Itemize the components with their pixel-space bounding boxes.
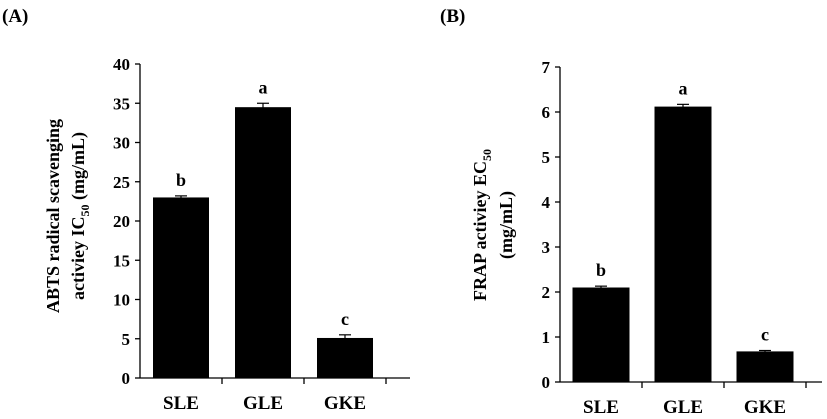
panel-b-label: (B)	[440, 6, 465, 27]
panel-a-y-tick-label: 10	[113, 291, 130, 310]
panel-a-y-tick-label: 25	[113, 173, 130, 192]
panel-a-significance-letter: c	[341, 309, 349, 329]
panel-b-y-axis-title: FRAP activiey EC50 (mg/mL)	[470, 149, 517, 301]
panel-b-y-tick-label: 6	[542, 103, 551, 122]
panel-b-bar-gke	[736, 351, 794, 382]
panel-b-y-tick-label: 0	[542, 373, 551, 392]
panel-a-y-tick-label: 15	[113, 251, 130, 270]
panel-a-ylabel-main: activiey IC	[68, 217, 88, 300]
panel-b-significance-letter: a	[679, 78, 688, 98]
panel-b-category-label: GLE	[663, 397, 703, 418]
panel-a-ylabel-unit: (mg/mL)	[68, 132, 89, 204]
panel-b-y-tick-label: 2	[542, 283, 551, 302]
panel-b-y-tick-label: 4	[542, 193, 551, 212]
panel-b-y-tick-label: 7	[542, 58, 551, 77]
chart-panel-b: (B) FRAP activiey EC50 (mg/mL) 01234567 …	[440, 6, 822, 418]
panel-a-y-tick-label: 5	[122, 330, 131, 349]
panel-b-ylabel-subscript: 50	[480, 149, 494, 161]
panel-a-bar-gle	[235, 107, 291, 379]
panel-b-ylabel-main: FRAP activiey EC	[470, 161, 490, 301]
panel-b-significance-letter: b	[596, 260, 606, 280]
panel-a-category-label: GKE	[324, 393, 366, 414]
panel-b-category-label: SLE	[583, 397, 619, 418]
panel-b-y-tick-label: 1	[542, 328, 551, 347]
panel-b-y-tick-label: 5	[542, 148, 551, 167]
panel-a-bar-gke	[317, 337, 373, 378]
panel-b-error-bar	[677, 103, 689, 109]
panel-a-ylabel-line1: ABTS radical scavenging	[43, 119, 63, 313]
panel-b-bar-sle	[572, 287, 630, 382]
panel-b-y-tick-label: 3	[542, 238, 551, 257]
panel-a-label: (A)	[2, 6, 28, 27]
panel-a-error-bar	[339, 334, 351, 342]
panel-a-significance-letter: a	[259, 77, 268, 97]
panel-a-ylabel-line2: activiey IC50 (mg/mL)	[68, 132, 92, 300]
panel-a-y-tick-label: 0	[122, 369, 131, 388]
panel-b-error-bar	[595, 285, 607, 289]
panel-a-category-label: SLE	[163, 393, 199, 414]
panel-a-y-tick-label: 20	[113, 212, 130, 231]
panel-b-error-bar	[759, 349, 771, 353]
chart-panel-a: (A) ABTS radical scavenging activiey IC5…	[2, 6, 410, 414]
panel-a-error-bar	[257, 102, 269, 112]
panel-a-y-axis-title: ABTS radical scavenging activiey IC50 (m…	[43, 119, 92, 313]
panel-a-y-tick-label: 30	[113, 134, 130, 153]
panel-a-bar-sle	[153, 197, 209, 378]
panel-a-y-tick-label: 35	[113, 94, 130, 113]
panel-b-bar-gle	[654, 106, 712, 382]
panel-a-category-label: GLE	[243, 393, 283, 414]
panel-b-ylabel-line1: FRAP activiey EC50	[470, 149, 494, 301]
panel-a-ylabel-subscript: 50	[78, 205, 92, 217]
panel-b-ylabel-line2: (mg/mL)	[496, 191, 517, 259]
panel-a-error-bar	[175, 195, 187, 200]
panel-a-y-tick-label: 40	[113, 55, 130, 74]
panel-a-significance-letter: b	[176, 170, 186, 190]
panel-b-category-label: GKE	[744, 397, 786, 418]
panel-b-significance-letter: c	[761, 325, 769, 345]
